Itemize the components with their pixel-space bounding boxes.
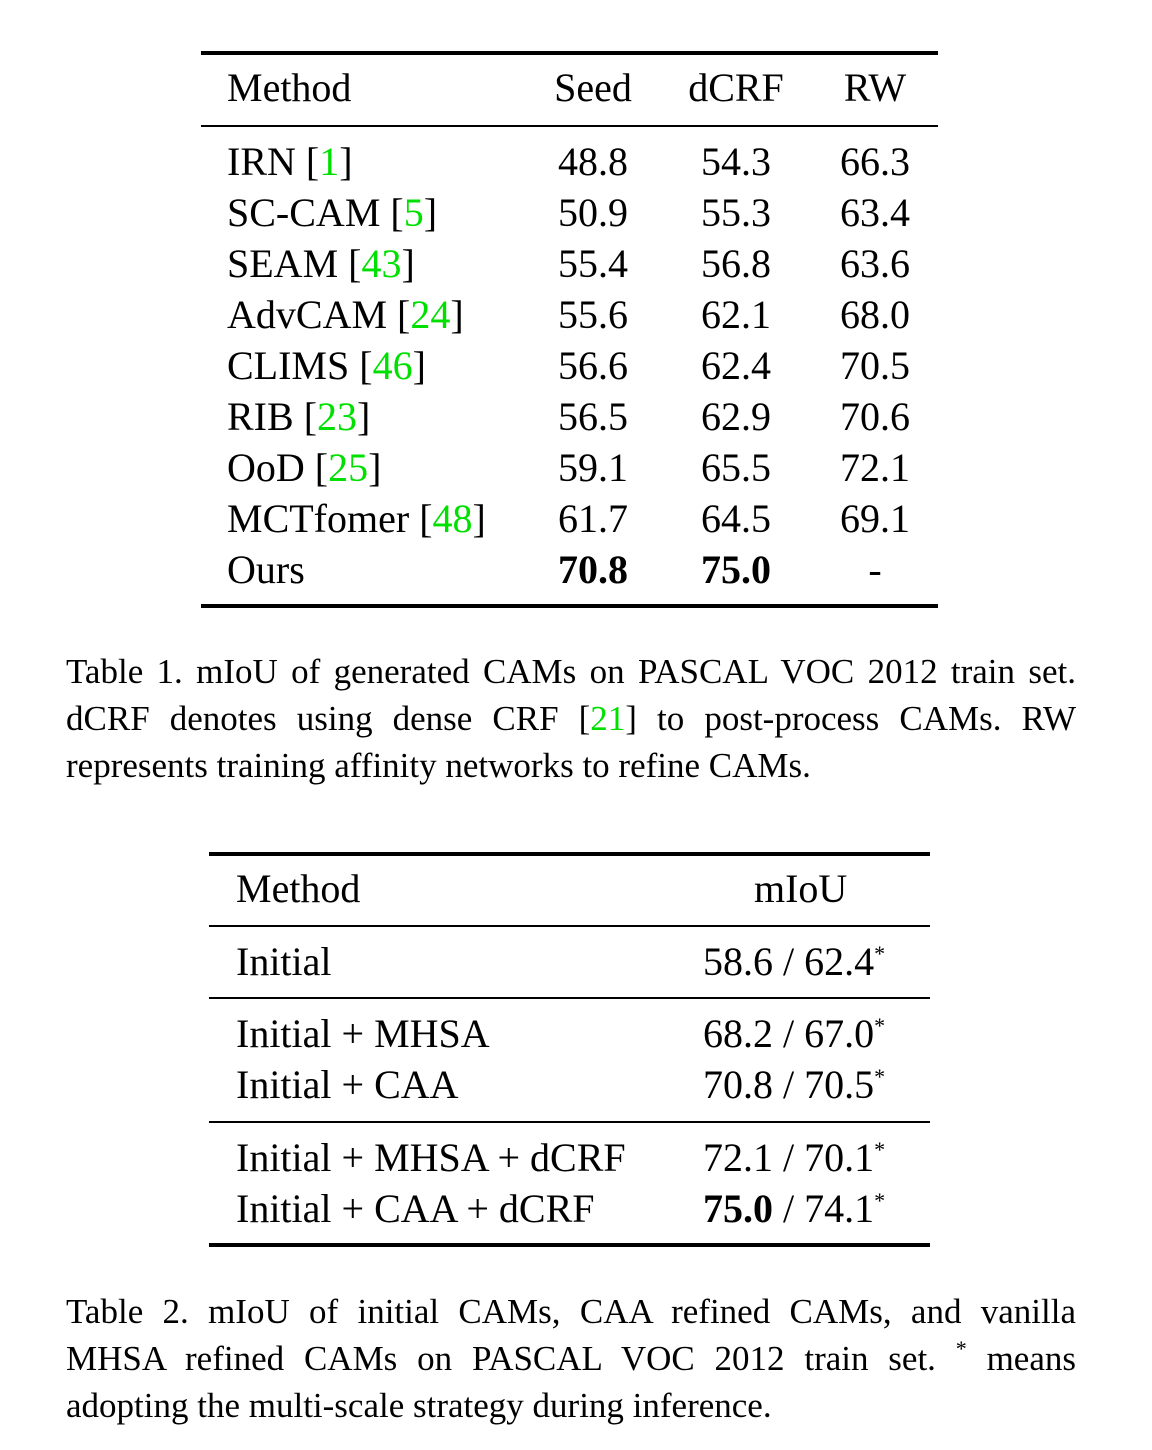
table2-cell-miou: 68.2 / 67.0*	[703, 1011, 886, 1056]
table1-bottom-rule	[201, 604, 938, 608]
table1-cell-seed: 70.8	[558, 547, 628, 592]
table1-cell-rw: 69.1	[840, 496, 910, 541]
citation-link[interactable]: 24	[410, 292, 451, 337]
table1-header-rw: RW	[843, 65, 907, 110]
table1-cell-rw: 70.6	[840, 394, 910, 439]
table1-row-method: OoD [25]	[227, 445, 382, 490]
table1-row-method: CLIMS [46]	[227, 343, 426, 388]
table1-cell-seed: 59.1	[558, 445, 628, 490]
table2-row-method: Initial + CAA + dCRF	[236, 1186, 595, 1231]
table1-row-method: MCTfomer [48]	[227, 496, 486, 541]
table1-cell-rw: 70.5	[840, 343, 910, 388]
table1-cell-dcrf: 56.8	[701, 241, 771, 286]
table1-cell-seed: 48.8	[558, 139, 628, 184]
table2-header-rule	[209, 925, 930, 927]
table1-cell-rw: 63.6	[840, 241, 910, 286]
table2-cell-miou: 70.8 / 70.5*	[703, 1062, 886, 1107]
table1-cell-rw: -	[868, 547, 882, 592]
table1-cell-dcrf: 64.5	[701, 496, 771, 541]
table1-cell-dcrf: 54.3	[701, 139, 771, 184]
table1-cell-seed: 50.9	[558, 190, 628, 235]
citation-link[interactable]: 1	[319, 139, 340, 184]
table1-cell-seed: 55.4	[558, 241, 628, 286]
table2-caption: Table 2. mIoU of initial CAMs, CAA refin…	[66, 1292, 1076, 1425]
table2-header-miou: mIoU	[754, 866, 848, 911]
citation-link[interactable]: 5	[403, 190, 424, 235]
table2-cell-miou: 72.1 / 70.1*	[703, 1135, 886, 1180]
table2-row-method: Initial + MHSA + dCRF	[236, 1135, 626, 1180]
table2-row-method: Initial + MHSA	[236, 1011, 490, 1056]
table1-top-rule	[201, 51, 938, 55]
table2-bottom-rule	[209, 1243, 930, 1247]
table1-row-method: Ours	[227, 547, 305, 592]
table1-row-method: SEAM [43]	[227, 241, 415, 286]
table1-cell-dcrf: 75.0	[701, 547, 771, 592]
table1-cell-rw: 63.4	[840, 190, 910, 235]
table1-row-method: RIB [23]	[227, 394, 371, 439]
table1-cell-dcrf: 55.3	[701, 190, 771, 235]
table1-header-seed: Seed	[554, 65, 632, 110]
table2-top-rule	[209, 852, 930, 856]
citation-link[interactable]: 25	[328, 445, 369, 490]
table2-cell-miou: 75.0 / 74.1*	[703, 1186, 886, 1231]
table1-row-method: IRN [1]	[227, 139, 353, 184]
table2-group-rule-2	[209, 1121, 930, 1123]
table1-cell-seed: 61.7	[558, 496, 628, 541]
citation-link[interactable]: 21	[590, 699, 626, 738]
table1-caption: Table 1. mIoU of generated CAMs on PASCA…	[66, 652, 1077, 785]
table1-mid-rule	[201, 125, 938, 127]
table2-group-rule-1	[209, 997, 930, 999]
table1-header-dcrf: dCRF	[688, 65, 784, 110]
table1-row-method: SC-CAM [5]	[227, 190, 438, 235]
table2-row-method: Initial	[236, 939, 332, 984]
table1-cell-seed: 56.5	[558, 394, 628, 439]
table1-row-method: AdvCAM [24]	[227, 292, 464, 337]
table1-cell-dcrf: 65.5	[701, 445, 771, 490]
table1-cell-dcrf: 62.9	[701, 394, 771, 439]
table1-cell-seed: 55.6	[558, 292, 628, 337]
table1-cell-dcrf: 62.1	[701, 292, 771, 337]
citation-link[interactable]: 43	[361, 241, 402, 286]
citation-link[interactable]: 23	[317, 394, 358, 439]
table2-cell-miou: 58.6 / 62.4*	[703, 939, 886, 984]
table1-header-method: Method	[227, 65, 352, 110]
citation-link[interactable]: 48	[432, 496, 473, 541]
citation-link[interactable]: 46	[372, 343, 413, 388]
table1-cell-rw: 68.0	[840, 292, 910, 337]
table1-cell-seed: 56.6	[558, 343, 628, 388]
table2-header-method: Method	[236, 866, 361, 911]
table1-cell-rw: 66.3	[840, 139, 910, 184]
table1-cell-dcrf: 62.4	[701, 343, 771, 388]
table2-row-method: Initial + CAA	[236, 1062, 459, 1107]
table1-cell-rw: 72.1	[840, 445, 910, 490]
